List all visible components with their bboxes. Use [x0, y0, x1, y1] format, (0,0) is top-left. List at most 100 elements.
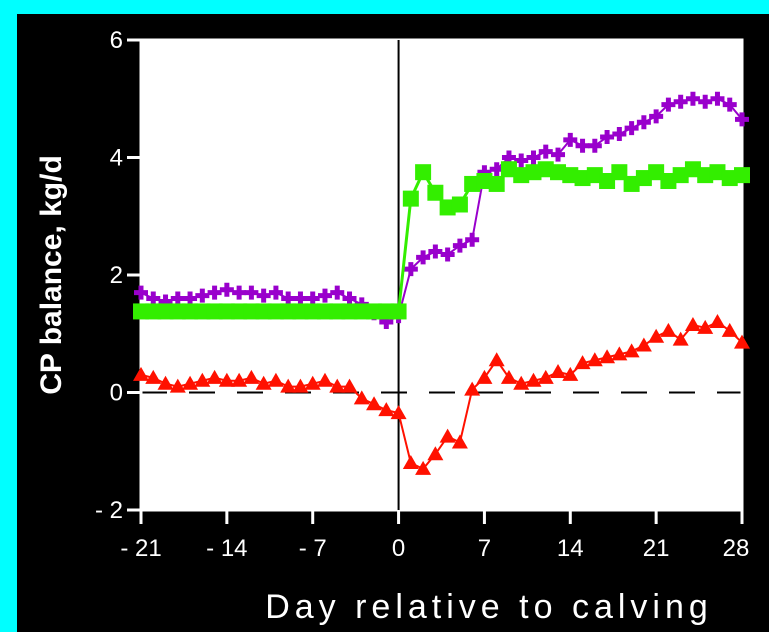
data-point-square: [709, 164, 726, 181]
data-point-triangle: [218, 372, 235, 387]
data-point-square: [550, 164, 567, 181]
y-tick-label: 2: [110, 262, 123, 289]
data-point-plus: [526, 150, 541, 165]
data-point-square: [721, 170, 738, 187]
data-point-plus: [146, 291, 161, 306]
data-point-square: [513, 167, 530, 184]
x-tick-label: 14: [557, 535, 584, 562]
data-point-plus: [722, 97, 737, 112]
data-point-triangle: [243, 369, 260, 384]
data-point-square: [353, 303, 370, 320]
data-point-square: [635, 170, 652, 187]
data-point-plus: [256, 288, 271, 303]
data-point-square: [316, 303, 333, 320]
data-point-square: [378, 303, 395, 320]
data-point-square: [194, 303, 211, 320]
data-point-plus: [170, 291, 185, 306]
data-point-triangle: [390, 405, 407, 420]
data-point-square: [684, 161, 701, 178]
data-point-plus: [207, 285, 222, 300]
data-point-triangle: [574, 355, 591, 370]
data-point-triangle: [157, 375, 174, 390]
x-axis-label: Day relative to calving: [265, 588, 713, 626]
data-point-plus: [305, 291, 320, 306]
data-point-triangle: [550, 363, 567, 378]
data-point-square: [390, 303, 407, 320]
y-tick-label: 0: [110, 380, 123, 407]
data-point-triangle: [427, 446, 444, 461]
data-point-triangle: [182, 375, 199, 390]
data-point-square: [464, 175, 481, 192]
y-tick-label: 4: [110, 145, 123, 172]
data-point-square: [476, 173, 493, 189]
data-point-triangle: [133, 366, 149, 381]
data-point-triangle: [329, 378, 346, 393]
data-point-square: [218, 303, 235, 320]
data-point-plus: [183, 291, 198, 306]
data-point-triangle: [611, 346, 628, 361]
data-point-triangle: [635, 337, 652, 352]
data-point-square: [157, 303, 174, 320]
data-point-triangle: [194, 372, 211, 387]
x-tick-label: 21: [643, 535, 670, 562]
data-point-plus: [440, 247, 455, 262]
data-point-triangle: [562, 366, 579, 381]
data-point-plus: [612, 127, 627, 141]
data-point-triangle: [599, 349, 616, 364]
data-point-triangle: [267, 372, 284, 387]
data-point-triangle: [660, 322, 677, 337]
data-point-triangle: [366, 396, 383, 411]
data-point-triangle: [304, 375, 321, 390]
data-point-square: [734, 167, 750, 184]
data-point-triangle: [145, 369, 162, 384]
data-point-triangle: [464, 381, 481, 396]
data-point-plus: [293, 291, 308, 306]
data-point-square: [402, 190, 419, 207]
data-point-triangle: [488, 352, 505, 367]
data-point-square: [169, 303, 186, 320]
data-point-plus: [452, 238, 467, 253]
data-point-plus: [673, 94, 688, 109]
data-point-triangle: [451, 434, 468, 449]
chart-panel: - 2 0 2 4 6 - 21 - 14 - 7 0 7 14 21 28 Day relative …: [17, 14, 769, 632]
data-point-plus: [428, 244, 443, 259]
axes-group: [127, 38, 744, 524]
y-tick-label: - 2: [95, 497, 123, 524]
x-tick-label: 7: [478, 535, 491, 562]
data-point-square: [329, 303, 346, 320]
data-point-square: [267, 303, 284, 320]
data-point-square: [648, 164, 665, 181]
x-tick-label: - 7: [299, 535, 327, 562]
data-point-square: [586, 167, 603, 184]
data-point-triangle: [378, 402, 395, 417]
data-point-plus: [710, 91, 725, 106]
data-point-plus: [465, 232, 480, 247]
data-point-square: [280, 303, 297, 320]
data-point-triangle: [500, 369, 517, 384]
y-tick-label: 6: [110, 27, 123, 54]
data-point-square: [231, 303, 248, 320]
data-point-plus: [195, 288, 210, 303]
data-point-plus: [281, 291, 296, 306]
data-point-plus: [244, 285, 259, 300]
data-point-plus: [330, 285, 345, 300]
data-point-triangle: [280, 378, 297, 393]
data-point-triangle: [697, 319, 714, 334]
data-point-triangle: [476, 369, 493, 384]
data-point-plus: [551, 147, 566, 162]
data-point-plus: [416, 250, 431, 265]
data-point-plus: [649, 109, 664, 124]
data-point-triangle: [537, 369, 554, 384]
data-point-plus: [403, 262, 418, 277]
data-point-triangle: [415, 460, 432, 475]
data-point-triangle: [255, 375, 272, 390]
data-point-square: [599, 173, 616, 189]
series-2: [133, 161, 750, 320]
chart-canvas: - 2 0 2 4 6 - 21 - 14 - 7 0 7 14 21 28 Day relative …: [35, 27, 750, 626]
data-point-triangle: [586, 352, 603, 367]
data-point-square: [500, 161, 517, 178]
data-point-plus: [587, 138, 602, 153]
data-point-square: [427, 184, 444, 201]
data-point-triangle: [525, 372, 542, 387]
